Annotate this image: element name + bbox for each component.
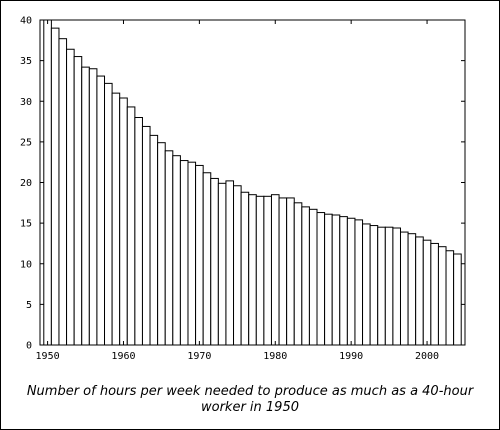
bar-1970 xyxy=(195,164,204,346)
y-tick-label-40: 40 xyxy=(20,16,32,27)
caption-line-1: Number of hours per week needed to produ… xyxy=(26,384,474,399)
bar-1952 xyxy=(58,38,68,346)
bar-1953 xyxy=(66,48,75,346)
bar-1964 xyxy=(149,134,159,346)
bar-1969 xyxy=(187,161,197,346)
x-tick-label-1950: 1950 xyxy=(36,351,60,362)
bar-1994 xyxy=(377,226,386,346)
bar-1982 xyxy=(286,197,295,346)
bar-1971 xyxy=(202,172,212,346)
x-tick-label-1980: 1980 xyxy=(263,351,287,362)
bar-1957 xyxy=(96,75,106,346)
bar-1997 xyxy=(399,231,409,346)
bar-1976 xyxy=(240,191,250,346)
bar-1984 xyxy=(301,206,310,346)
bar-1955 xyxy=(81,66,90,346)
bar-1961 xyxy=(126,106,136,346)
bar-1991 xyxy=(354,219,364,346)
x-tick-label-1970: 1970 xyxy=(187,351,211,362)
y-tick-label-5: 5 xyxy=(26,300,32,311)
bar-1960 xyxy=(119,97,128,346)
bar-1990 xyxy=(346,217,356,346)
bar-1962 xyxy=(134,117,143,346)
bar-1958 xyxy=(104,82,113,346)
bar-1985 xyxy=(308,208,318,346)
bar-1965 xyxy=(157,142,166,346)
bar-1966 xyxy=(164,150,174,346)
bar-1967 xyxy=(172,155,181,346)
x-tick-label-1990: 1990 xyxy=(339,351,363,362)
bar-2002 xyxy=(437,246,447,346)
x-tick-label-2000: 2000 xyxy=(415,351,439,362)
bar-2003 xyxy=(445,250,455,346)
bar-2000 xyxy=(422,239,432,346)
bar-1993 xyxy=(369,225,379,346)
y-tick-label-25: 25 xyxy=(20,137,32,148)
bar-1989 xyxy=(339,216,348,346)
bar-1980 xyxy=(270,194,280,346)
y-axis: 0 5 10 15 20 25 30 35 40 xyxy=(20,16,465,352)
bar-1977 xyxy=(248,194,257,346)
bar-1979 xyxy=(263,195,272,346)
bar-1972 xyxy=(210,177,219,346)
bar-1950 xyxy=(43,19,52,346)
bar-1973 xyxy=(217,182,227,346)
y-tick-label-15: 15 xyxy=(20,219,32,230)
bar-1987 xyxy=(324,213,333,346)
y-tick-label-20: 20 xyxy=(20,178,32,189)
bar-1981 xyxy=(278,197,288,346)
bar-2001 xyxy=(430,242,439,346)
bar-1954 xyxy=(73,56,83,346)
bar-1956 xyxy=(88,68,98,346)
bar-1996 xyxy=(392,227,401,346)
bar-1983 xyxy=(293,202,303,346)
y-tick-label-10: 10 xyxy=(20,259,32,270)
y-tick-label-30: 30 xyxy=(20,97,32,108)
bar-1974 xyxy=(225,180,235,346)
y-tick-label-35: 35 xyxy=(20,56,32,67)
bar-1986 xyxy=(316,212,326,346)
caption-line-2: worker in 1950 xyxy=(200,400,299,415)
bar-1968 xyxy=(179,160,189,346)
bar-1978 xyxy=(255,195,265,346)
bar-1959 xyxy=(111,92,121,346)
bar-1975 xyxy=(233,185,242,346)
bars-layer xyxy=(43,19,462,346)
bar-1999 xyxy=(415,236,424,346)
y-tick-label-0: 0 xyxy=(26,341,32,352)
chart-caption: Number of hours per week needed to produ… xyxy=(0,384,500,416)
x-axis: 1950 1960 1970 1980 1990 2000 xyxy=(36,20,439,362)
bar-1988 xyxy=(331,214,341,346)
bar-1963 xyxy=(141,125,151,346)
bar-2004 xyxy=(453,253,462,346)
bar-1995 xyxy=(384,226,394,346)
bar-1951 xyxy=(50,27,60,346)
bar-1992 xyxy=(362,223,371,346)
x-tick-label-1960: 1960 xyxy=(111,351,135,362)
bar-1998 xyxy=(407,233,417,346)
